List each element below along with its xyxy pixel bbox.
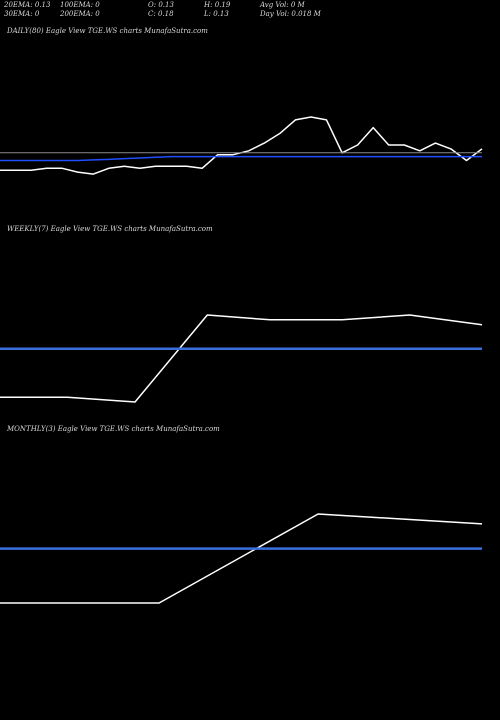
ema20-value: 20EMA: 0.13 (4, 1, 51, 9)
high-value: H: 0.19 (204, 1, 231, 9)
monthly-panel-label: MONTHLY(3) Eagle View TGE.WS charts Muna… (7, 425, 220, 433)
indicator-row-1: 20EMA: 0.13 100EMA: 0 O: 0.13 H: 0.19 Av… (4, 1, 496, 10)
weekly-panel-label: WEEKLY(7) Eagle View TGE.WS charts Munaf… (7, 225, 213, 233)
low-value: L: 0.13 (204, 10, 229, 18)
weekly-price-line (0, 314, 483, 403)
daily-panel-label: DAILY(80) Eagle View TGE.WS charts Munaf… (7, 27, 208, 35)
ema100-value: 100EMA: 0 (60, 1, 100, 9)
monthly-price-line (0, 513, 483, 604)
daily-ema-line (0, 155, 482, 162)
close-value: C: 0.18 (148, 10, 174, 18)
open-value: O: 0.13 (148, 1, 174, 9)
indicator-header: 20EMA: 0.13 100EMA: 0 O: 0.13 H: 0.19 Av… (4, 1, 496, 19)
ema200-value: 200EMA: 0 (60, 10, 100, 18)
ema30-value: 30EMA: 0 (4, 10, 40, 18)
avg-vol-value: Avg Vol: 0 M (260, 1, 305, 9)
day-vol-value: Day Vol: 0.018 M (260, 10, 321, 18)
daily-price-line (0, 116, 483, 175)
indicator-row-2: 30EMA: 0 200EMA: 0 C: 0.18 L: 0.13 Day V… (4, 10, 496, 19)
